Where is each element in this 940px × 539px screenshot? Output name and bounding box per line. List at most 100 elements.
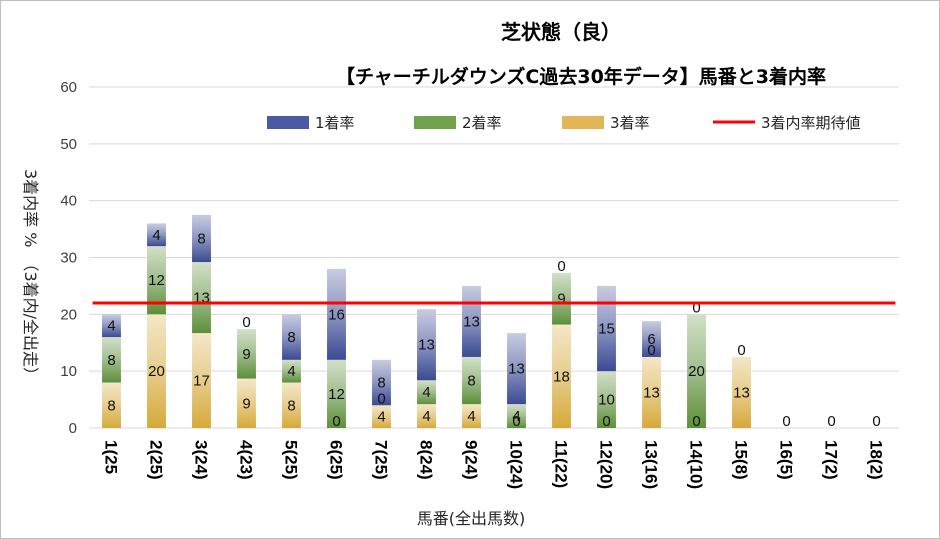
bar-1-cat-5 (282, 314, 301, 360)
bar-3-cat-5 (282, 382, 301, 428)
segment-label: 4 (422, 408, 430, 425)
segment-label: 0 (692, 299, 700, 316)
bar-3-cat-1 (102, 382, 121, 428)
segment-label: 0 (782, 413, 790, 430)
bar-1-cat-12 (597, 285, 616, 372)
segment-label: 15 (598, 321, 615, 338)
segment-label: 0 (737, 342, 745, 359)
segment-label: 8 (287, 329, 295, 346)
bar-2-cat-14 (687, 314, 706, 428)
bar-1-cat-8 (417, 309, 436, 381)
segment-label: 4 (107, 318, 115, 335)
legend-label-expected: 3着内率期待値 (761, 114, 861, 132)
x-tick-label: 10(24) (507, 440, 526, 489)
y-axis-label: 3着内率 % （3着内/全出走） (21, 169, 40, 383)
bar-1-cat-13 (642, 321, 661, 357)
segment-label: 20 (148, 363, 165, 380)
bar-2-cat-6 (327, 359, 346, 428)
y-tick-label: 40 (60, 193, 77, 210)
y-tick-label: 10 (60, 363, 77, 380)
bar-1-cat-7 (372, 359, 391, 406)
bar-2-cat-4 (237, 329, 256, 379)
bar-1-cat-10 (507, 333, 526, 405)
bar-3-cat-4 (237, 378, 256, 428)
legend-swatch-1st (267, 116, 309, 129)
segment-label: 8 (287, 397, 295, 414)
legend-label-3rd: 3着率 (610, 114, 650, 132)
segment-label: 8 (107, 352, 115, 369)
legend-swatch-3rd (562, 116, 604, 129)
segment-label: 8 (467, 373, 475, 390)
segment-label: 4 (512, 408, 520, 425)
bar-1-cat-2 (147, 223, 166, 247)
segment-label: 13 (508, 361, 525, 378)
bar-3-cat-13 (642, 356, 661, 428)
bar-3-cat-7 (372, 405, 391, 428)
segment-label: 8 (197, 230, 205, 247)
x-tick-label: 14(10) (687, 440, 706, 489)
x-tick-label: 5(25) (282, 440, 301, 480)
x-tick-label: 18(2) (867, 440, 886, 480)
bar-2-cat-8 (417, 380, 436, 405)
bar-3-cat-8 (417, 404, 436, 428)
bar-2-cat-1 (102, 337, 121, 383)
x-axis-ticks: 1(25 2(25) 3(24) 4(23) 5(25) 6(25) 7(25) 8(24) 9… (102, 440, 886, 489)
bar-2-cat-12 (597, 371, 616, 428)
x-tick-label: 3(24) (192, 440, 211, 480)
segment-label: 13 (643, 384, 660, 401)
segment-label: 4 (287, 363, 295, 380)
segment-label: 0 (602, 413, 610, 430)
segment-label: 0 (647, 342, 655, 359)
segment-label: 13 (418, 337, 435, 354)
segment-label: 0 (692, 413, 700, 430)
chart-subtitle: 【チャーチルダウンズC過去30年データ】馬番と3着内率 (336, 65, 826, 88)
bar-3-cat-9 (462, 404, 481, 428)
x-tick-label: 17(2) (822, 440, 841, 480)
segment-label: 9 (242, 395, 250, 412)
bar-3-cat-3 (192, 333, 211, 428)
segment-label: 8 (377, 375, 385, 392)
legend-swatch-2nd (414, 116, 456, 129)
segment-label: 9 (242, 346, 250, 363)
segment-label: 18 (553, 368, 570, 385)
x-tick-label: 13(16) (642, 440, 661, 489)
segment-label: 12 (328, 386, 345, 403)
segment-label: 0 (242, 314, 250, 331)
bar-2-cat-11 (552, 272, 571, 325)
segment-label: 20 (688, 363, 705, 380)
segment-label: 4 (422, 384, 430, 401)
x-tick-label: 15(8) (732, 440, 751, 480)
segment-label: 0 (827, 413, 835, 430)
segment-label: 4 (467, 408, 475, 425)
legend-label-2nd: 2着率 (462, 114, 502, 132)
x-tick-label: 8(24) (417, 440, 436, 480)
y-tick-label: 50 (60, 136, 77, 153)
bar-2-cat-5 (282, 359, 301, 383)
segment-label: 6 (647, 331, 655, 348)
segment-label: 0 (332, 413, 340, 430)
bar-3-cat-2 (147, 314, 166, 428)
x-tick-label: 12(20) (597, 440, 616, 489)
x-tick-label: 6(25) (327, 440, 346, 480)
x-tick-label: 1(25 (102, 440, 121, 474)
segment-label: 12 (148, 272, 165, 289)
x-tick-label: 11(22) (552, 440, 571, 488)
bar-2-cat-2 (147, 246, 166, 315)
segment-label: 8 (107, 397, 115, 414)
bar-1-cat-6 (327, 268, 346, 360)
y-tick-label: 20 (60, 306, 77, 323)
x-tick-label: 7(25) (372, 440, 391, 480)
y-tick-label: 0 (69, 420, 77, 437)
x-axis-label: 馬番(全出馬数) (417, 509, 526, 528)
bar-2-cat-9 (462, 356, 481, 405)
bar-2-cat-3 (192, 262, 211, 334)
y-tick-label: 30 (60, 250, 77, 267)
segment-label: 9 (557, 291, 565, 308)
y-tick-label: 60 (60, 79, 77, 96)
segment-label: 4 (377, 409, 385, 426)
segment-label: 16 (328, 306, 345, 323)
segment-label: 17 (193, 373, 210, 390)
